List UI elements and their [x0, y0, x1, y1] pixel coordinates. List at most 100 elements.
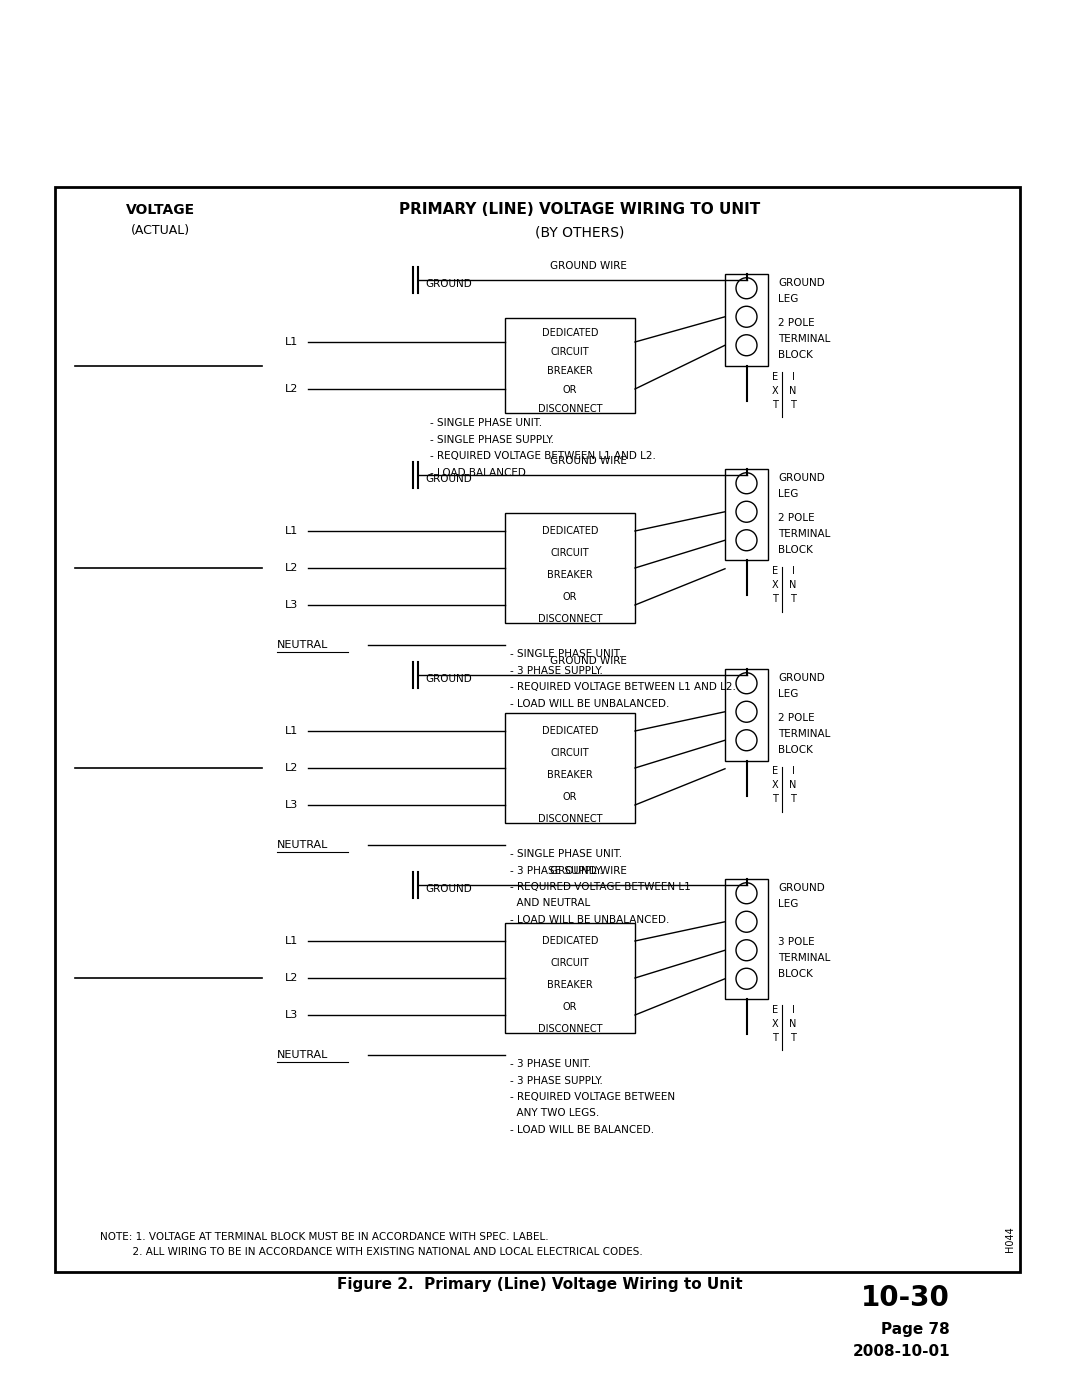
- Text: T: T: [791, 1032, 796, 1044]
- Text: 10-30: 10-30: [861, 1284, 950, 1312]
- Text: L2: L2: [285, 384, 298, 394]
- Text: T: T: [791, 795, 796, 805]
- Text: VOLTAGE: VOLTAGE: [125, 203, 194, 217]
- Text: TERMINAL: TERMINAL: [778, 729, 831, 739]
- Text: L3: L3: [285, 1010, 298, 1020]
- Text: GROUND: GROUND: [426, 474, 472, 483]
- Text: OR: OR: [563, 591, 577, 602]
- Text: - LOAD WILL BE BALANCED.: - LOAD WILL BE BALANCED.: [510, 1125, 654, 1134]
- Text: ANY TWO LEGS.: ANY TWO LEGS.: [510, 1108, 599, 1119]
- Text: OR: OR: [563, 386, 577, 395]
- Text: N: N: [789, 386, 797, 395]
- Text: AND NEUTRAL: AND NEUTRAL: [510, 898, 591, 908]
- Circle shape: [735, 502, 757, 522]
- Text: L1: L1: [285, 936, 298, 946]
- Text: CIRCUIT: CIRCUIT: [551, 747, 590, 757]
- Text: BLOCK: BLOCK: [778, 545, 813, 555]
- Text: X: X: [772, 781, 779, 791]
- Circle shape: [735, 968, 757, 989]
- Text: N: N: [789, 781, 797, 791]
- Bar: [505, 712, 635, 823]
- Text: NEUTRAL: NEUTRAL: [276, 1051, 328, 1060]
- Text: - SINGLE PHASE UNIT.: - SINGLE PHASE UNIT.: [510, 849, 622, 859]
- Text: BLOCK: BLOCK: [778, 745, 813, 754]
- Circle shape: [735, 701, 757, 722]
- Text: GROUND: GROUND: [778, 278, 825, 288]
- Text: DISCONNECT: DISCONNECT: [538, 813, 603, 824]
- Text: GROUND: GROUND: [426, 884, 472, 894]
- Text: N: N: [789, 1018, 797, 1030]
- Text: OR: OR: [563, 792, 577, 802]
- Text: - LOAD WILL BE UNBALANCED.: - LOAD WILL BE UNBALANCED.: [510, 915, 670, 925]
- Text: T: T: [772, 595, 778, 605]
- Text: Page 78: Page 78: [881, 1322, 950, 1337]
- Text: - 3 PHASE SUPPLY.: - 3 PHASE SUPPLY.: [510, 1076, 603, 1085]
- Text: 3 POLE: 3 POLE: [778, 937, 814, 947]
- Bar: [505, 923, 635, 1032]
- Text: BREAKER: BREAKER: [548, 770, 593, 780]
- Bar: [725, 879, 768, 999]
- Bar: [725, 469, 768, 560]
- Bar: [725, 669, 768, 760]
- Text: - SINGLE PHASE SUPPLY.: - SINGLE PHASE SUPPLY.: [430, 434, 554, 444]
- Text: L1: L1: [285, 726, 298, 736]
- Text: BLOCK: BLOCK: [778, 970, 813, 979]
- Circle shape: [735, 940, 757, 961]
- Text: I: I: [792, 767, 795, 777]
- Text: 2008-10-01: 2008-10-01: [852, 1344, 950, 1359]
- Text: - 3 PHASE SUPPLY.: - 3 PHASE SUPPLY.: [510, 866, 603, 876]
- Text: - LOAD WILL BE UNBALANCED.: - LOAD WILL BE UNBALANCED.: [510, 698, 670, 708]
- Text: GROUND: GROUND: [778, 474, 825, 483]
- Text: E: E: [772, 372, 778, 381]
- Text: I: I: [792, 567, 795, 577]
- Text: T: T: [791, 595, 796, 605]
- Text: L2: L2: [285, 563, 298, 573]
- Circle shape: [735, 883, 757, 904]
- Text: 2. ALL WIRING TO BE IN ACCORDANCE WITH EXISTING NATIONAL AND LOCAL ELECTRICAL CO: 2. ALL WIRING TO BE IN ACCORDANCE WITH E…: [100, 1248, 643, 1257]
- Text: NEUTRAL: NEUTRAL: [276, 840, 328, 849]
- Text: - REQUIRED VOLTAGE BETWEEN L1 AND L2.: - REQUIRED VOLTAGE BETWEEN L1 AND L2.: [430, 451, 656, 461]
- Text: LEG: LEG: [778, 295, 798, 305]
- Text: LEG: LEG: [778, 900, 798, 909]
- Text: CIRCUIT: CIRCUIT: [551, 348, 590, 358]
- Text: GROUND WIRE: GROUND WIRE: [550, 455, 626, 467]
- Text: - REQUIRED VOLTAGE BETWEEN: - REQUIRED VOLTAGE BETWEEN: [510, 1092, 675, 1102]
- Text: L2: L2: [285, 972, 298, 983]
- Text: NOTE: 1. VOLTAGE AT TERMINAL BLOCK MUST BE IN ACCORDANCE WITH SPEC. LABEL.: NOTE: 1. VOLTAGE AT TERMINAL BLOCK MUST …: [100, 1232, 549, 1242]
- Text: 2 POLE: 2 POLE: [778, 513, 814, 522]
- Text: BLOCK: BLOCK: [778, 351, 813, 360]
- Text: - SINGLE PHASE UNIT.: - SINGLE PHASE UNIT.: [510, 650, 622, 659]
- Text: GROUND: GROUND: [778, 883, 825, 893]
- Text: X: X: [772, 386, 779, 395]
- Text: - LOAD BALANCED.: - LOAD BALANCED.: [430, 468, 529, 478]
- Text: T: T: [772, 400, 778, 409]
- Circle shape: [735, 911, 757, 932]
- Text: I: I: [792, 1004, 795, 1016]
- Bar: [725, 274, 768, 366]
- Circle shape: [735, 529, 757, 550]
- Text: E: E: [772, 567, 778, 577]
- Text: X: X: [772, 581, 779, 591]
- Text: BREAKER: BREAKER: [548, 979, 593, 989]
- Text: GROUND WIRE: GROUND WIRE: [550, 261, 626, 271]
- Bar: [55, 187, 1020, 1273]
- Text: GROUND WIRE: GROUND WIRE: [550, 657, 626, 666]
- Text: N: N: [789, 581, 797, 591]
- Circle shape: [735, 729, 757, 750]
- Text: E: E: [772, 1004, 778, 1016]
- Text: (ACTUAL): (ACTUAL): [131, 224, 190, 237]
- Text: Figure 2.  Primary (Line) Voltage Wiring to Unit: Figure 2. Primary (Line) Voltage Wiring …: [337, 1277, 743, 1292]
- Text: BREAKER: BREAKER: [548, 366, 593, 376]
- Text: LEG: LEG: [778, 489, 798, 499]
- Text: BREAKER: BREAKER: [548, 570, 593, 580]
- Text: L3: L3: [285, 599, 298, 610]
- Text: X: X: [772, 1018, 779, 1030]
- Text: NEUTRAL: NEUTRAL: [276, 640, 328, 650]
- Text: L2: L2: [285, 763, 298, 773]
- Text: OR: OR: [563, 1002, 577, 1011]
- Text: DISCONNECT: DISCONNECT: [538, 613, 603, 623]
- Text: L1: L1: [285, 527, 298, 536]
- Text: 2 POLE: 2 POLE: [778, 319, 814, 328]
- Circle shape: [735, 278, 757, 299]
- Text: T: T: [791, 400, 796, 409]
